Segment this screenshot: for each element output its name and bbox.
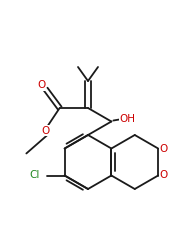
- Text: O: O: [159, 143, 167, 154]
- Text: O: O: [37, 80, 46, 90]
- Text: O: O: [159, 170, 167, 181]
- Text: Cl: Cl: [29, 170, 40, 181]
- Text: O: O: [42, 125, 50, 136]
- Text: OH: OH: [119, 113, 135, 123]
